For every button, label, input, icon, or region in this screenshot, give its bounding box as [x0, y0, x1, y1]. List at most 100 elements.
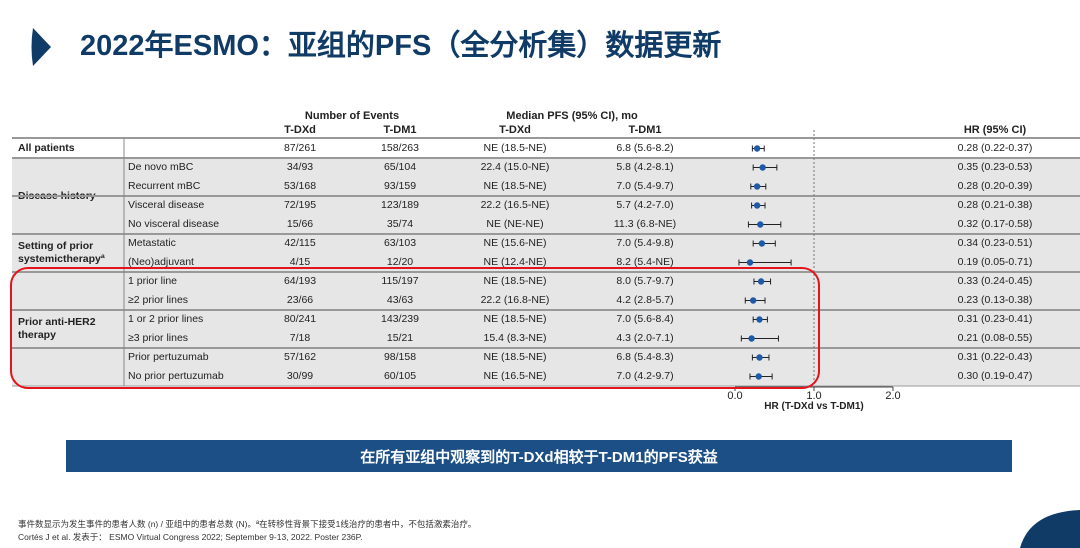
corner-decoration-icon — [1020, 510, 1080, 548]
hr-text-cell: 0.35 (0.23-0.53) — [957, 161, 1033, 173]
ev-tdm1-cell: 43/63 — [386, 294, 414, 306]
sub-cell: Prior pertuzumab — [128, 351, 209, 363]
pfs-tdm1-cell: 7.0 (5.6-8.4) — [616, 313, 674, 325]
hr-point — [749, 297, 757, 304]
sub-cell: No visceral disease — [128, 218, 220, 230]
table-row: ≥2 prior lines 23/66 43/63 22.2 (16.8-NE) 4.… — [12, 291, 1080, 310]
ev-tdm1-cell: 115/197 — [381, 275, 419, 287]
hr-point — [748, 335, 755, 342]
forest-plot — [12, 130, 1080, 391]
axis-tick-0: 0.0 — [727, 390, 743, 402]
pfs-tdm1-cell: 7.0 (5.4-9.8) — [616, 237, 674, 249]
sub-cell: Visceral disease — [128, 199, 205, 211]
hr-point — [759, 164, 766, 171]
pfs-tdm1-cell: 8.2 (5.4-NE) — [616, 256, 674, 268]
hr-point — [753, 183, 761, 190]
hr-text-cell: 0.21 (0.08-0.55) — [957, 332, 1033, 344]
group-label: Prior anti-HER2 therapy — [18, 316, 96, 341]
footnote: 事件数显示为发生事件的患者人数 (n) / 亚组中的患者总数 (N)。ª在转移性… — [18, 519, 477, 529]
ev-tdxd-cell: 34/93 — [286, 161, 314, 173]
pfs-tdxd-cell: NE (18.5-NE) — [483, 180, 547, 192]
group-label: All patients — [18, 142, 75, 154]
pfs-tdm1-cell: 4.3 (2.0-7.1) — [616, 332, 674, 344]
pfs-tdm1-cell: 5.7 (4.2-7.0) — [616, 199, 674, 211]
citation: Cortés J et al. 发表于： ESMO Virtual Congre… — [18, 532, 363, 542]
pfs-tdm1-cell: 6.8 (5.4-8.3) — [616, 351, 674, 363]
header-pfs: Median PFS (95% CI), mo — [506, 110, 638, 122]
table-row: Recurrent mBC 53/168 93/159 NE (18.5-NE) 7.0… — [12, 177, 1080, 196]
hr-point — [757, 278, 765, 285]
pfs-tdxd-cell: 22.2 (16.8-NE) — [480, 294, 550, 306]
ev-tdm1-cell: 143/239 — [381, 313, 419, 325]
ev-tdm1-cell: 123/189 — [381, 199, 419, 211]
table-row: Metastatic 42/115 63/103 NE (15.6-NE) 7.0 (5… — [12, 234, 1080, 253]
sub-cell: No prior pertuzumab — [128, 370, 224, 382]
page-title: 2022年ESMO：亚组的PFS（全分析集）数据更新 — [80, 30, 722, 62]
ev-tdxd-cell: 42/115 — [284, 237, 316, 249]
table-row: (Neo)adjuvant 4/15 12/20 NE (12.4-NE) 8.2 (5… — [12, 253, 1080, 272]
hr-text-cell: 0.31 (0.23-0.41) — [957, 313, 1033, 325]
hr-text-cell: 0.30 (0.19-0.47) — [957, 370, 1033, 382]
sub-cell: 1 or 2 prior lines — [128, 313, 204, 325]
hr-text-cell: 0.28 (0.22-0.37) — [957, 142, 1033, 154]
group-background — [12, 272, 1080, 386]
hr-point — [756, 316, 763, 323]
ev-tdxd-cell: 72/195 — [283, 199, 317, 211]
table-row: De novo mBC 34/93 65/104 22.4 (15.0-NE) 5.8 … — [12, 158, 1080, 177]
ev-tdm1-cell: 15/21 — [386, 332, 414, 344]
ev-tdm1-cell: 98/158 — [383, 351, 417, 363]
table-row: Prior pertuzumab 57/162 98/158 NE (18.5-NE)… — [12, 348, 1080, 367]
pfs-tdm1-cell: 11.3 (6.8-NE) — [613, 218, 677, 230]
header-events: Number of Events — [304, 110, 400, 122]
pfs-tdxd-cell: 22.2 (16.5-NE) — [480, 199, 550, 211]
ev-tdxd-cell: 4/15 — [289, 256, 311, 268]
ev-tdxd-cell: 30/99 — [286, 370, 314, 382]
ev-tdm1-cell: 60/105 — [383, 370, 417, 382]
pfs-tdxd-cell: NE (18.5-NE) — [483, 313, 547, 325]
ev-tdm1-cell: 63/103 — [383, 237, 417, 249]
table-row: 87/261 158/263 NE (18.5-NE) 6.8 (5.6-8.2) 0.… — [12, 139, 1080, 158]
sub-cell: Metastatic — [128, 237, 176, 249]
sub-cell: ≥3 prior lines — [128, 332, 189, 344]
group-label: Setting of prior systemictherapyª — [18, 240, 105, 265]
pfs-tdxd-cell: NE (18.5-NE) — [483, 142, 547, 154]
sub-cell: De novo mBC — [128, 161, 194, 173]
hr-text-cell: 0.28 (0.21-0.38) — [957, 199, 1033, 211]
table-row: No visceral disease 15/66 35/74 NE (NE-NE) 1… — [12, 215, 1080, 234]
pfs-tdxd-cell: 15.4 (8.3-NE) — [483, 332, 547, 344]
sub-cell: Recurrent mBC — [128, 180, 201, 192]
pfs-tdxd-cell: NE (16.5-NE) — [483, 370, 547, 382]
pfs-tdxd-cell: NE (18.5-NE) — [483, 351, 547, 363]
ev-tdxd-cell: 15/66 — [286, 218, 314, 230]
ev-tdm1-cell: 35/74 — [386, 218, 414, 230]
table-row: ≥3 prior lines 7/18 15/21 15.4 (8.3-NE) 4.3 … — [12, 329, 1080, 348]
ev-tdm1-cell: 65/104 — [383, 161, 417, 173]
pfs-tdxd-cell: NE (NE-NE) — [486, 218, 544, 230]
hr-text-cell: 0.32 (0.17-0.58) — [957, 218, 1033, 230]
ev-tdxd-cell: 80/241 — [283, 313, 317, 325]
logo-arrow-icon — [31, 28, 51, 66]
hr-text-cell: 0.33 (0.24-0.45) — [957, 275, 1033, 287]
hr-point — [753, 202, 761, 209]
hr-point — [755, 373, 762, 380]
hr-point — [753, 145, 761, 152]
ev-tdxd-cell: 87/261 — [283, 142, 317, 154]
axis-tick-1: 1.0 — [806, 390, 822, 402]
hr-text-cell: 0.34 (0.23-0.51) — [957, 237, 1033, 249]
table-row: Visceral disease 72/195 123/189 22.2 (16.5-… — [12, 196, 1080, 215]
header-pfs-tdm1: T-DM1 — [628, 124, 662, 136]
header-hr: HR (95% CI) — [963, 124, 1027, 136]
pfs-tdm1-cell: 6.8 (5.6-8.2) — [616, 142, 674, 154]
ev-tdm1-cell: 158/263 — [381, 142, 419, 154]
pfs-tdm1-cell: 4.2 (2.8-5.7) — [616, 294, 674, 306]
ev-tdxd-cell: 57/162 — [283, 351, 317, 363]
axis-label: HR (T-DXd vs T-DM1) — [764, 401, 864, 412]
sub-cell: (Neo)adjuvant — [128, 256, 194, 268]
ev-tdm1-cell: 12/20 — [386, 256, 414, 268]
sub-cell: 1 prior line — [128, 275, 178, 287]
ev-tdm1-cell: 93/159 — [383, 180, 417, 192]
hr-point — [757, 221, 764, 228]
pfs-tdxd-cell: 22.4 (15.0-NE) — [480, 161, 550, 173]
sub-cell: ≥2 prior lines — [128, 294, 189, 306]
hr-text-cell: 0.28 (0.20-0.39) — [957, 180, 1033, 192]
